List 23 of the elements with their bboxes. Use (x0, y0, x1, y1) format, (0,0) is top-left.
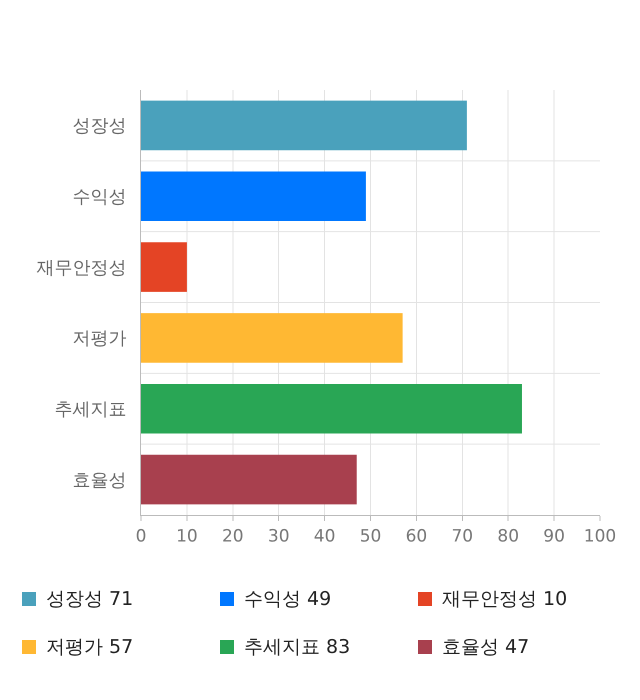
x-tick-label: 60 (406, 526, 428, 546)
x-tick-label: 80 (497, 526, 520, 546)
category-label: 수익성 49 (244, 588, 332, 610)
y-tick-label: 재무안정성 (36, 257, 126, 278)
x-tick-label: 100 (584, 526, 616, 546)
category-label: 재무안정성 10 (442, 588, 568, 610)
x-tick-label: 90 (543, 526, 565, 546)
y-tick-label: 성장성 (72, 116, 126, 137)
category-label: 성장성 71 (46, 588, 134, 610)
y-tick-label: 수익성 (72, 186, 126, 208)
y-tick-label: 효율성 (72, 470, 126, 491)
category-label: 저평가 57 (46, 636, 134, 658)
y-tick-label: 저평가 (72, 328, 126, 350)
x-tick-label: 10 (176, 526, 198, 546)
x-tick-label: 30 (268, 526, 290, 546)
category-label: 효율성 47 (442, 636, 530, 658)
x-tick-label: 40 (314, 526, 336, 546)
x-tick-label: 20 (222, 526, 244, 546)
y-tick-label: 추세지표 (54, 399, 126, 420)
x-tick-label: 0 (136, 526, 146, 546)
x-tick-label: 70 (451, 526, 474, 546)
category-label: 추세지표 83 (244, 636, 350, 658)
x-tick-label: 50 (360, 526, 382, 546)
